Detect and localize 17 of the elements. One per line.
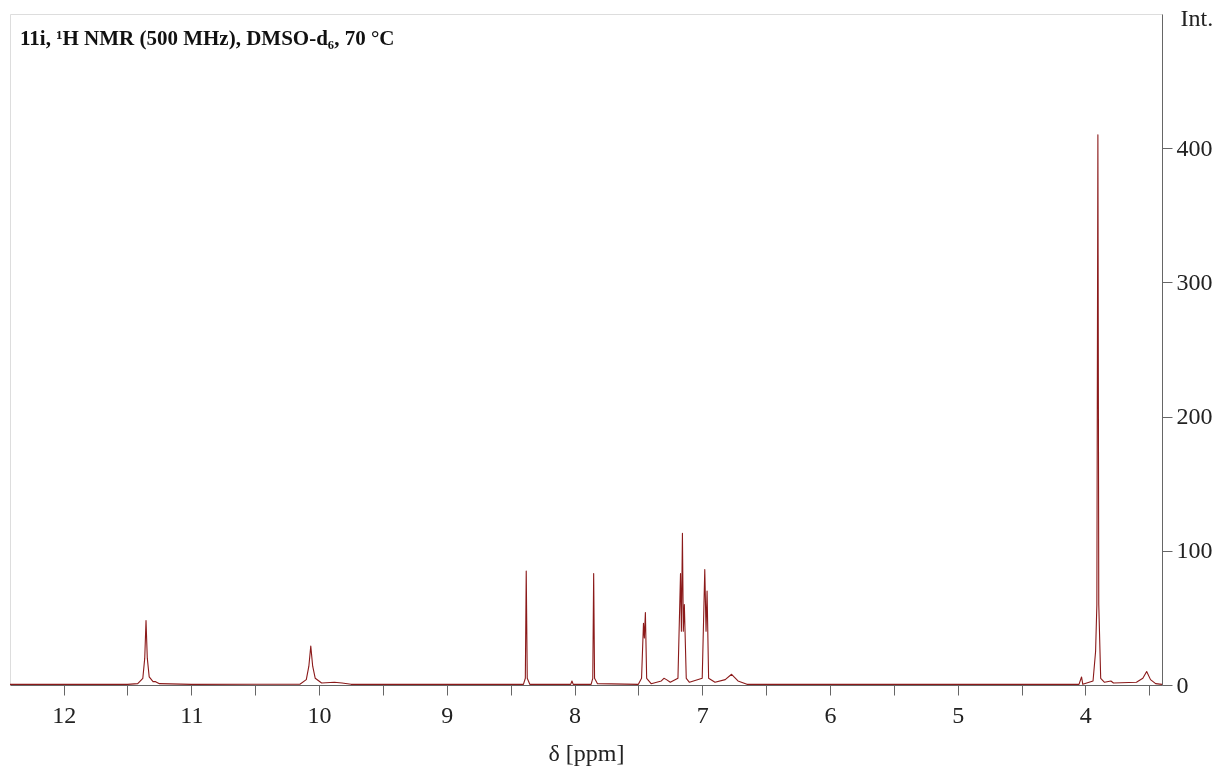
x-tick-label: 7	[696, 701, 709, 728]
x-tick-label: 6	[824, 701, 837, 728]
x-tick-label: 8	[569, 701, 582, 728]
y-tick-label: 200	[1176, 403, 1213, 430]
y-tick-label: 400	[1176, 134, 1213, 161]
x-axis-title: δ [ppm]	[548, 739, 625, 766]
y-tick-label: 300	[1176, 268, 1213, 295]
x-tick-label: 9	[441, 701, 454, 728]
y-tick-label: 0	[1176, 671, 1189, 698]
x-tick-label: 10	[307, 701, 332, 728]
x-tick-label: 12	[52, 701, 77, 728]
x-tick-label: 5	[952, 701, 965, 728]
text: 11i, ¹H NMR (500 MHz), DMSO-d₆, 70 °C	[20, 26, 395, 50]
y-axis-title: Int.	[1180, 4, 1214, 31]
x-tick-label: 11	[180, 701, 204, 728]
x-tick-label: 4	[1079, 701, 1092, 728]
y-tick-label: 100	[1176, 537, 1213, 564]
